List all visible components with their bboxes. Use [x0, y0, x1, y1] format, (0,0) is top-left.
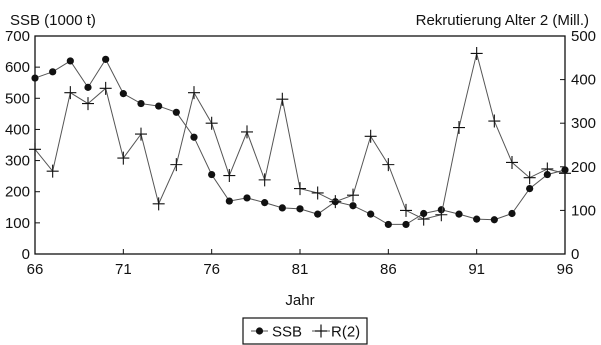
data-point-r2: [470, 46, 483, 60]
y-left-ticks: 0 100 200 300 400 500 600 700: [5, 28, 40, 263]
data-point-ssb: [526, 185, 534, 193]
data-point-ssb: [172, 108, 180, 116]
legend-ssb-label: SSB: [272, 324, 302, 341]
y-left-tick-label: 200: [5, 184, 30, 201]
data-point-r2: [347, 188, 359, 202]
data-point-r2: [205, 116, 218, 130]
data-point-ssb: [102, 55, 110, 63]
x-tick-label: 76: [203, 261, 220, 278]
legend-r2-marker: [315, 324, 327, 338]
data-point-r2: [541, 162, 554, 176]
data-point-r2: [559, 166, 571, 180]
data-point-ssb: [208, 170, 216, 179]
data-point-r2: [294, 182, 306, 196]
y-left-tick-label: 400: [5, 121, 30, 138]
series-r2: [29, 46, 571, 226]
data-point-r2: [29, 142, 41, 156]
x-ticks: 66 71 76 81 86 91 96: [27, 249, 574, 278]
data-point-ssb: [31, 74, 39, 82]
data-point-ssb: [66, 57, 74, 65]
data-point-r2: [99, 81, 112, 95]
data-point-r2: [400, 203, 412, 217]
y-left-tick-label: 500: [5, 90, 30, 107]
series-ssb: [31, 55, 569, 229]
data-point-ssb: [296, 205, 304, 213]
data-point-r2: [329, 195, 342, 209]
data-point-r2: [311, 186, 324, 200]
data-point-ssb: [367, 210, 375, 218]
series-line-ssb: [34, 58, 566, 225]
data-point-r2: [64, 86, 77, 100]
y-left-tick-label: 600: [5, 59, 30, 76]
x-tick-label: 66: [27, 261, 44, 278]
data-point-r2: [488, 114, 501, 128]
data-point-r2: [170, 158, 183, 172]
data-point-r2: [364, 129, 377, 143]
y-left-tick-label: 100: [5, 215, 30, 232]
data-point-ssb: [155, 102, 163, 110]
data-point-r2: [506, 155, 518, 169]
data-point-r2: [46, 164, 59, 178]
y-right-tick-label: 400: [571, 72, 596, 89]
data-point-ssb: [137, 99, 145, 108]
x-tick-label: 71: [115, 261, 132, 278]
y-left-tick-label: 0: [22, 246, 30, 263]
data-point-ssb: [473, 215, 481, 223]
y-left-tick-label: 700: [5, 28, 30, 45]
x-tick-label: 91: [468, 261, 485, 278]
data-point-r2: [435, 208, 448, 222]
data-point-ssb: [225, 197, 233, 205]
y-right-tick-label: 100: [571, 202, 596, 219]
y-right-tick-label: 0: [571, 246, 579, 263]
data-point-r2: [188, 86, 200, 100]
y-right-tick-label: 300: [571, 115, 596, 132]
data-point-r2: [223, 169, 236, 183]
data-point-ssb: [49, 68, 57, 76]
x-tick-label: 96: [557, 261, 574, 278]
data-point-ssb: [455, 210, 463, 218]
data-point-r2: [258, 173, 271, 187]
plot-frame: [34, 35, 566, 255]
data-point-ssb: [243, 194, 251, 202]
data-point-r2: [152, 197, 165, 211]
data-point-ssb: [384, 220, 392, 229]
x-axis-title: Jahr: [285, 292, 314, 309]
data-point-ssb: [119, 90, 127, 98]
data-point-r2: [241, 125, 253, 139]
data-point-ssb: [490, 216, 498, 224]
legend: SSB R(2): [242, 317, 368, 345]
data-point-ssb: [508, 209, 516, 218]
data-point-r2: [276, 92, 289, 106]
y-left-tick-label: 300: [5, 153, 30, 170]
y-right-tick-label: 500: [571, 28, 596, 45]
data-point-ssb: [402, 220, 410, 229]
left-axis-title: SSB (1000 t): [10, 12, 96, 29]
data-point-ssb: [84, 83, 92, 91]
data-point-r2: [382, 158, 395, 172]
data-point-r2: [523, 171, 536, 185]
y-right-ticks: 0 100 200 300 400 500: [560, 28, 596, 263]
y-right-tick-label: 200: [571, 159, 596, 176]
data-point-r2: [417, 212, 430, 226]
right-axis-title: Rekrutierung Alter 2 (Mill.): [416, 12, 589, 29]
legend-r2-label: R(2): [331, 324, 360, 341]
data-point-r2: [117, 151, 130, 165]
data-point-ssb: [190, 133, 198, 141]
data-point-ssb: [261, 199, 269, 207]
data-point-r2: [82, 97, 94, 111]
x-tick-label: 81: [292, 261, 309, 278]
data-point-ssb: [278, 204, 286, 212]
legend-ssb-marker: [255, 327, 264, 335]
x-tick-label: 86: [380, 261, 397, 278]
data-point-ssb: [349, 202, 357, 210]
data-point-r2: [453, 121, 465, 135]
data-point-r2: [135, 127, 147, 141]
data-point-ssb: [314, 210, 322, 218]
